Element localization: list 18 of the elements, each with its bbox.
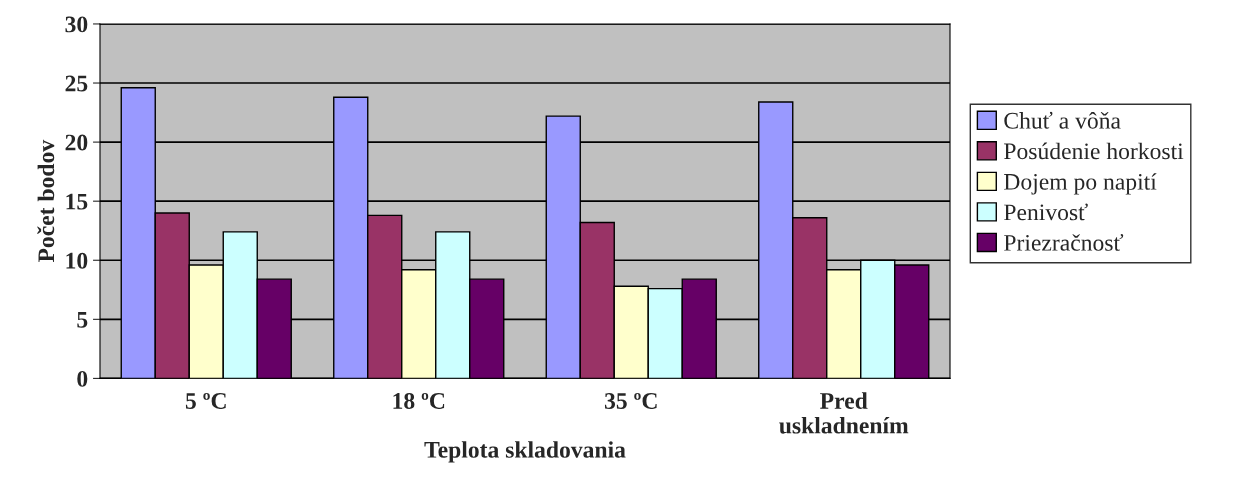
x-tick-label: 18 ºC: [393, 392, 445, 409]
legend-label: Priezračnosť: [1004, 233, 1124, 251]
legend-label: Dojem po napití: [1004, 173, 1157, 195]
x-tick-label: 5 ºC: [185, 392, 226, 409]
y-tick-label: 5: [77, 312, 88, 328]
x-tick-label: Pred uskladnením: [779, 392, 909, 434]
legend-label: Chuť a vôňa: [1004, 111, 1121, 129]
y-tick-label: 15: [66, 193, 88, 210]
legend-label: Posúdenie horkosti: [1004, 142, 1184, 160]
legend-label: Penivosť: [1004, 203, 1088, 221]
x-tick-label: 35 ºC: [604, 392, 657, 409]
x-axis-title: Teplota skladovania: [424, 441, 626, 463]
y-tick-label: 30: [65, 16, 88, 33]
y-tick-label: 25: [65, 75, 88, 92]
y-tick-label: 20: [65, 134, 88, 151]
y-tick-label: 10: [66, 252, 88, 269]
y-axis-title: Počet bodov: [37, 139, 55, 263]
y-tick-label: 0: [77, 370, 88, 387]
